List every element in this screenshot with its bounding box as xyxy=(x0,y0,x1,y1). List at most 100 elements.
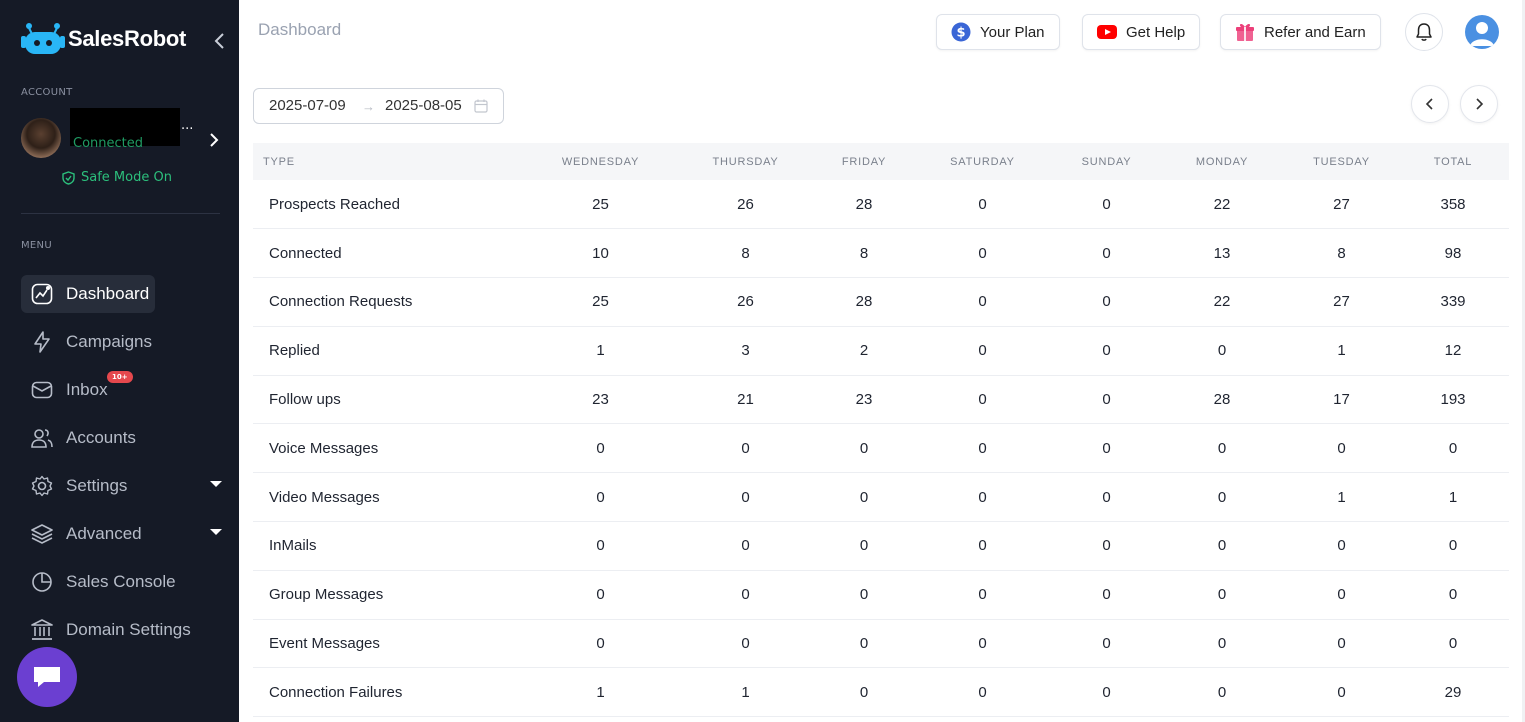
inbox-count-badge: 10+ xyxy=(107,371,133,383)
table-cell: 0 xyxy=(1102,195,1111,213)
table-cell: 0 xyxy=(978,586,987,604)
table-header-row: TYPE WEDNESDAY THURSDAY FRIDAY SATURDAY … xyxy=(253,143,1509,180)
account-switcher[interactable]: ... Connected xyxy=(21,108,226,162)
table-cell: 0 xyxy=(1102,488,1111,506)
account-avatar xyxy=(21,118,61,158)
collapse-sidebar-button[interactable] xyxy=(212,30,228,52)
account-section-label: ACCOUNT xyxy=(21,87,73,98)
sidebar-item-accounts[interactable]: Accounts xyxy=(21,419,226,457)
table-cell: 0 xyxy=(978,293,987,311)
sidebar-item-label: Sales Console xyxy=(66,572,176,591)
row-type-label: Voice Messages xyxy=(269,439,379,457)
table-row: Group Messages 0 0 0 0 0 0 0 0 xyxy=(253,570,1509,620)
dollar-icon: $ xyxy=(951,22,971,42)
user-avatar[interactable] xyxy=(1465,15,1499,49)
table-cell: 0 xyxy=(596,439,605,457)
calendar-icon xyxy=(474,99,488,113)
your-plan-button[interactable]: $ Your Plan xyxy=(936,14,1060,50)
get-help-button[interactable]: Get Help xyxy=(1082,14,1201,50)
sidebar-item-dashboard[interactable]: Dashboard xyxy=(21,275,155,313)
table-cell: 8 xyxy=(859,244,869,262)
table-cell: 0 xyxy=(859,439,869,457)
sidebar-item-label: Domain Settings xyxy=(66,620,191,639)
table-cell: 0 xyxy=(596,488,605,506)
column-header-monday: MONDAY xyxy=(1195,155,1249,168)
sidebar-item-label: Inbox xyxy=(66,380,108,399)
table-cell: 0 xyxy=(1448,586,1458,604)
chevron-right-icon xyxy=(1476,98,1484,110)
table-row: Prospects Reached 25 26 28 0 0 22 27 358 xyxy=(253,180,1509,229)
table-cell: 0 xyxy=(859,488,869,506)
table-cell: 17 xyxy=(1333,391,1350,409)
table-cell: 29 xyxy=(1444,683,1462,701)
row-type-label: Group Messages xyxy=(269,586,384,604)
table-cell: 0 xyxy=(978,391,987,409)
table-cell: 8 xyxy=(1337,244,1346,262)
table-cell: 193 xyxy=(1440,391,1466,409)
table-row: Event Messages 0 0 0 0 0 0 0 0 xyxy=(253,619,1509,668)
table-cell: 358 xyxy=(1440,195,1466,213)
table-cell: 1 xyxy=(741,683,750,701)
table-cell: 21 xyxy=(737,391,754,409)
table-cell: 0 xyxy=(978,683,987,701)
robot-logo-icon xyxy=(20,20,66,58)
caret-down-icon xyxy=(210,481,222,487)
shield-check-icon xyxy=(62,170,75,185)
support-chat-button[interactable] xyxy=(17,647,77,707)
refer-and-earn-button[interactable]: Refer and Earn xyxy=(1220,14,1381,50)
table-cell: 0 xyxy=(859,683,869,701)
sidebar-item-label: Campaigns xyxy=(66,332,152,351)
table-cell: 0 xyxy=(1102,537,1111,555)
table-cell: 25 xyxy=(592,195,609,213)
table-cell: 28 xyxy=(1213,391,1231,409)
table-cell: 0 xyxy=(1337,586,1346,604)
table-row: Connection Requests 25 26 28 0 0 22 27 339 xyxy=(253,278,1509,327)
bank-icon xyxy=(30,618,54,642)
column-header-sunday: SUNDAY xyxy=(1081,155,1132,168)
table-cell: 0 xyxy=(859,635,869,653)
table-cell: 0 xyxy=(859,586,869,604)
next-period-button[interactable] xyxy=(1460,85,1498,123)
table-row: Follow ups 23 21 23 0 0 28 17 193 xyxy=(253,375,1509,424)
sidebar-item-campaigns[interactable]: Campaigns xyxy=(21,323,226,361)
user-icon xyxy=(1470,22,1494,46)
table-cell: 3 xyxy=(741,342,750,360)
table-cell: 0 xyxy=(596,586,605,604)
safe-mode-label: Safe Mode On xyxy=(81,170,172,185)
sidebar-item-sales-console[interactable]: Sales Console xyxy=(21,563,226,601)
table-cell: 0 xyxy=(1217,537,1227,555)
table-cell: 0 xyxy=(1217,488,1227,506)
page-scrollbar[interactable] xyxy=(1522,0,1525,722)
sidebar-item-domain-settings[interactable]: Domain Settings xyxy=(21,611,226,649)
notifications-button[interactable] xyxy=(1405,13,1443,51)
row-type-label: Connection Requests xyxy=(269,293,413,311)
gift-icon xyxy=(1235,22,1255,42)
date-start: 2025-07-09 xyxy=(269,97,346,114)
sidebar-divider xyxy=(21,213,220,214)
table-cell: 27 xyxy=(1333,195,1350,213)
table-cell: 0 xyxy=(978,488,987,506)
table-cell: 0 xyxy=(978,635,987,653)
table-cell: 25 xyxy=(592,293,609,311)
account-status: Connected xyxy=(73,136,144,151)
table-cell: 22 xyxy=(1213,195,1231,213)
table-cell: 0 xyxy=(1102,342,1111,360)
table-cell: 23 xyxy=(592,391,609,409)
sidebar-item-advanced[interactable]: Advanced xyxy=(21,515,226,553)
previous-period-button[interactable] xyxy=(1411,85,1449,123)
date-range-picker[interactable]: 2025-07-09 → 2025-08-05 xyxy=(253,88,504,124)
column-header-thursday: THURSDAY xyxy=(712,155,779,168)
date-end: 2025-08-05 xyxy=(385,97,462,114)
table-cell: 0 xyxy=(1337,635,1346,653)
sidebar-item-inbox[interactable]: Inbox 10+ xyxy=(21,371,226,409)
table-row: Video Messages 0 0 0 0 0 0 1 1 xyxy=(253,473,1509,522)
chevron-right-icon xyxy=(210,133,219,147)
table-cell: 1 xyxy=(596,683,605,701)
column-header-friday: FRIDAY xyxy=(841,155,887,168)
table-cell: 8 xyxy=(741,244,750,262)
table-row: Connection Failures 1 1 0 0 0 0 0 29 xyxy=(253,668,1509,717)
sidebar-item-settings[interactable]: Settings xyxy=(21,467,226,505)
brand[interactable]: SalesRobot xyxy=(20,20,186,58)
table-cell: 27 xyxy=(1333,293,1350,311)
row-type-label: Replied xyxy=(269,342,320,360)
